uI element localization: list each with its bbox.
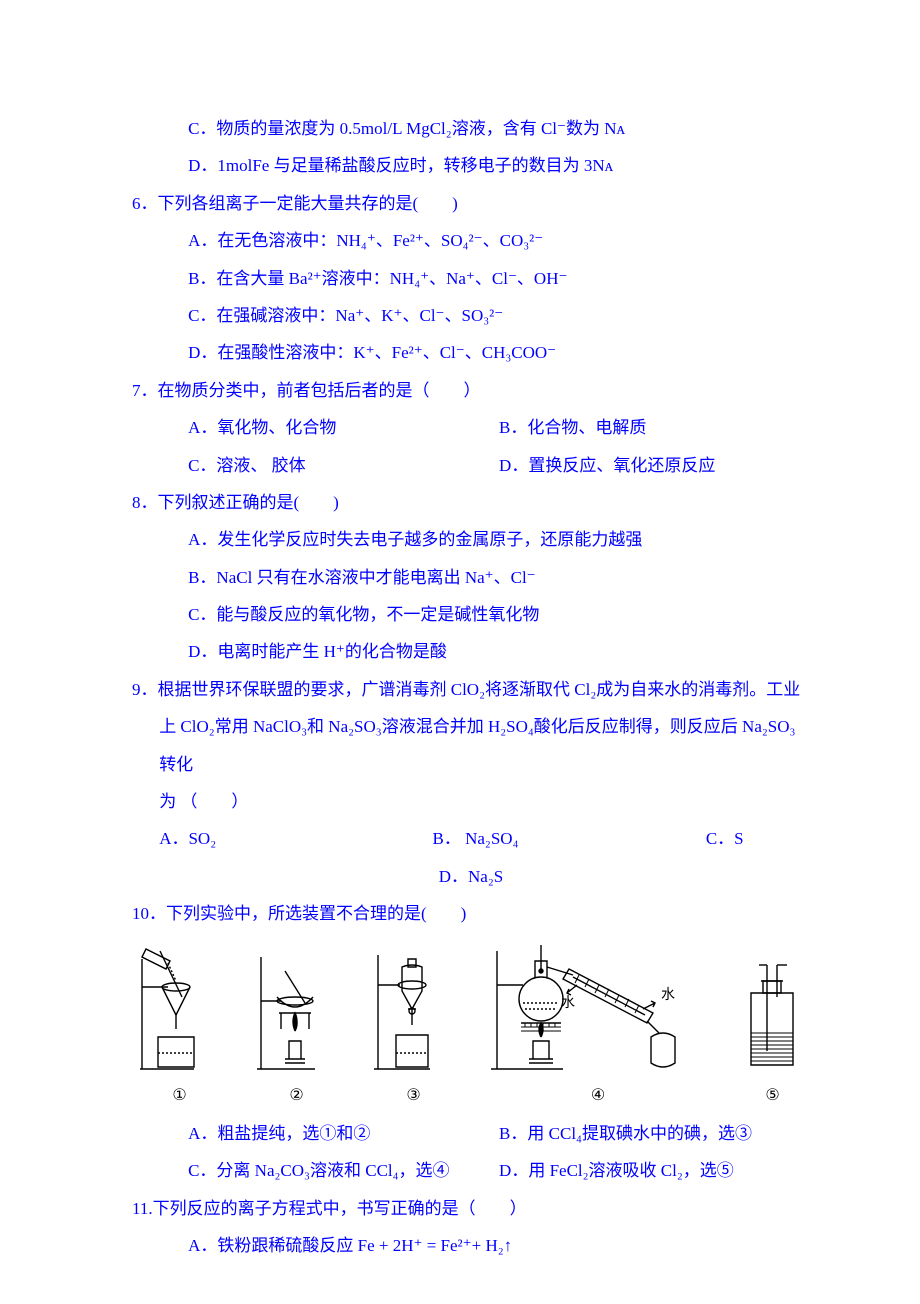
- q9-stem-line3: 为 （ ）: [132, 783, 810, 820]
- text: 上 ClO₂常用 NaClO₃和 Na₂SO₃溶液混合并加 H₂SO₄酸化后反应…: [159, 717, 795, 773]
- apparatus-4-distillation: 水 水 ④: [483, 941, 713, 1113]
- q10-option-c: C．分离 Na₂CO₃溶液和 CCl₄，选④: [188, 1152, 499, 1189]
- q6-option-b: B．在含大量 Ba²⁺溶液中：NH₄⁺、Na⁺、Cl⁻、OH⁻: [132, 260, 810, 297]
- q7-option-d: D．置换反应、氧化还原反应: [499, 447, 810, 484]
- text: 7．在物质分类中，前者包括后者的是（ ）: [132, 381, 481, 400]
- text: B．在含大量 Ba²⁺溶液中：NH₄⁺、Na⁺、Cl⁻、OH⁻: [188, 269, 567, 288]
- q8-option-b: B．NaCl 只有在水溶液中才能电离出 Na⁺、Cl⁻: [132, 559, 810, 596]
- water-out-label: 水: [661, 987, 675, 1003]
- text: A．铁粉跟稀硫酸反应 Fe + 2H⁺ = Fe²⁺+ H₂↑: [188, 1236, 512, 1255]
- q10-option-b: B．用 CCl₄提取碘水中的碘，选③: [499, 1115, 810, 1152]
- q7-option-a: A．氧化物、化合物: [188, 409, 499, 446]
- text: A．发生化学反应时失去电子越多的金属原子，还原能力越强: [188, 530, 642, 549]
- apparatus-5-gas-washing-bottle: ⑤: [735, 941, 810, 1113]
- q11-option-a: A．铁粉跟稀硫酸反应 Fe + 2H⁺ = Fe²⁺+ H₂↑: [132, 1227, 810, 1264]
- q9-stem-line1: 9．根据世界环保联盟的要求，广谱消毒剂 ClO₂将逐渐取代 Cl₂成为自来水的消…: [132, 671, 810, 708]
- separating-funnel-icon: [366, 941, 461, 1076]
- apparatus-label-3: ③: [406, 1078, 420, 1113]
- distillation-icon: 水 水: [483, 941, 713, 1076]
- q9-option-c: C．S: [706, 820, 810, 857]
- text: D．在强酸性溶液中：K⁺、Fe²⁺、Cl⁻、CH₃COO⁻: [188, 343, 556, 362]
- q10-stem: 10．下列实验中，所选装置不合理的是( ): [132, 895, 810, 932]
- gas-washing-bottle-icon: [735, 941, 810, 1076]
- q11-stem: 11.下列反应的离子方程式中，书写正确的是（ ）: [132, 1190, 810, 1227]
- apparatus-label-5: ⑤: [765, 1078, 779, 1113]
- text: B．NaCl 只有在水溶液中才能电离出 Na⁺、Cl⁻: [188, 568, 536, 587]
- filtration-icon: [132, 941, 227, 1076]
- apparatus-3-separating-funnel: ③: [366, 941, 461, 1113]
- text: 9．根据世界环保联盟的要求，广谱消毒剂 ClO₂将逐渐取代 Cl₂成为自来水的消…: [132, 680, 800, 699]
- q9-option-d: D．Na₂S: [439, 867, 503, 886]
- q8-option-c: C．能与酸反应的氧化物，不一定是碱性氧化物: [132, 596, 810, 633]
- text: 8．下列叙述正确的是( ): [132, 493, 339, 512]
- q7-options-row2: C．溶液、 胶体 D．置换反应、氧化还原反应: [132, 447, 810, 484]
- text: D．1molFe 与足量稀盐酸反应时，转移电子的数目为 3Nᴀ: [188, 156, 613, 175]
- q5-option-c: C．物质的量浓度为 0.5mol/L MgCl₂溶液，含有 Cl⁻数为 Nᴀ: [132, 110, 810, 147]
- text: A．在无色溶液中：NH₄⁺、Fe²⁺、SO₄²⁻、CO₃²⁻: [188, 231, 543, 250]
- q7-option-c: C．溶液、 胶体: [188, 447, 499, 484]
- q8-option-a: A．发生化学反应时失去电子越多的金属原子，还原能力越强: [132, 521, 810, 558]
- q9-options-row2: D．Na₂S: [132, 858, 810, 895]
- q9-stem-line2: 上 ClO₂常用 NaClO₃和 Na₂SO₃溶液混合并加 H₂SO₄酸化后反应…: [132, 708, 810, 783]
- q7-option-b: B．化合物、电解质: [499, 409, 810, 446]
- text: C．物质的量浓度为 0.5mol/L MgCl₂溶液，含有 Cl⁻数为 Nᴀ: [188, 119, 625, 138]
- q8-stem: 8．下列叙述正确的是( ): [132, 484, 810, 521]
- q6-option-c: C．在强碱溶液中：Na⁺、K⁺、Cl⁻、SO₃²⁻: [132, 297, 810, 334]
- q6-option-a: A．在无色溶液中：NH₄⁺、Fe²⁺、SO₄²⁻、CO₃²⁻: [132, 222, 810, 259]
- evaporation-icon: [249, 941, 344, 1076]
- apparatus-2-evaporation: ②: [249, 941, 344, 1113]
- q6-option-d: D．在强酸性溶液中：K⁺、Fe²⁺、Cl⁻、CH₃COO⁻: [132, 334, 810, 371]
- apparatus-label-1: ①: [172, 1078, 186, 1113]
- text: D．电离时能产生 H⁺的化合物是酸: [188, 642, 447, 661]
- water-in-label: 水: [561, 995, 575, 1011]
- text: 为 （ ）: [159, 792, 248, 811]
- text: 6．下列各组离子一定能大量共存的是( ): [132, 194, 458, 213]
- q6-stem: 6．下列各组离子一定能大量共存的是( ): [132, 185, 810, 222]
- apparatus-label-2: ②: [289, 1078, 303, 1113]
- apparatus-1-filtration: ①: [132, 941, 227, 1113]
- text: 11.下列反应的离子方程式中，书写正确的是（ ）: [132, 1199, 527, 1218]
- q9-option-a: A．SO₂: [159, 820, 432, 857]
- q5-option-d: D．1molFe 与足量稀盐酸反应时，转移电子的数目为 3Nᴀ: [132, 147, 810, 184]
- q10-options-row2: C．分离 Na₂CO₃溶液和 CCl₄，选④ D．用 FeCl₂溶液吸收 Cl₂…: [132, 1152, 810, 1189]
- q10-option-a: A．粗盐提纯，选①和②: [188, 1115, 499, 1152]
- q10-options-row1: A．粗盐提纯，选①和② B．用 CCl₄提取碘水中的碘，选③: [132, 1115, 810, 1152]
- q7-options-row1: A．氧化物、化合物 B．化合物、电解质: [132, 409, 810, 446]
- q9-option-b: B． Na₂SO₄: [433, 820, 706, 857]
- apparatus-row: ① ②: [132, 941, 810, 1113]
- q9-options-row1: A．SO₂ B． Na₂SO₄ C．S: [132, 820, 810, 857]
- text: C．在强碱溶液中：Na⁺、K⁺、Cl⁻、SO₃²⁻: [188, 306, 503, 325]
- apparatus-label-4: ④: [591, 1078, 605, 1113]
- q10-option-d: D．用 FeCl₂溶液吸收 Cl₂，选⑤: [499, 1152, 810, 1189]
- text: 10．下列实验中，所选装置不合理的是( ): [132, 904, 466, 923]
- text: C．能与酸反应的氧化物，不一定是碱性氧化物: [188, 605, 539, 624]
- q8-option-d: D．电离时能产生 H⁺的化合物是酸: [132, 633, 810, 670]
- q7-stem: 7．在物质分类中，前者包括后者的是（ ）: [132, 372, 810, 409]
